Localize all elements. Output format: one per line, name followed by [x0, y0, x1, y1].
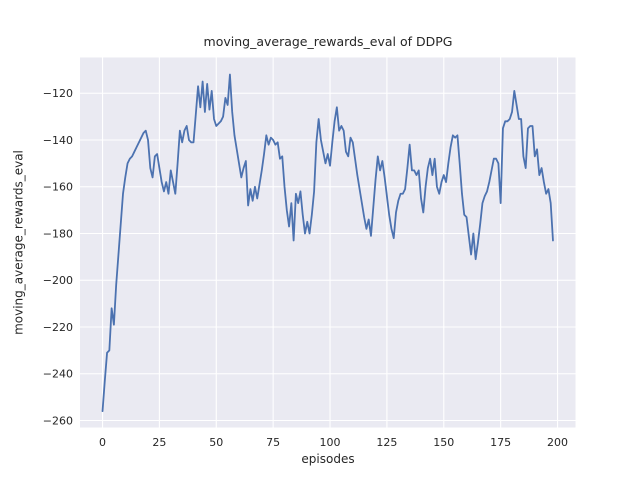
x-tick-label: 0 — [99, 436, 106, 449]
y-tick-label: −240 — [43, 368, 73, 381]
y-tick-label: −120 — [43, 87, 73, 100]
y-tick-label: −180 — [43, 227, 73, 240]
x-tick-label: 25 — [152, 436, 166, 449]
chart-title: moving_average_rewards_eval of DDPG — [203, 34, 453, 49]
x-tick-label: 100 — [320, 436, 341, 449]
y-tick-label: −260 — [43, 414, 73, 427]
x-tick-label: 200 — [547, 436, 568, 449]
y-tick-label: −140 — [43, 134, 73, 147]
x-tick-label: 175 — [490, 436, 511, 449]
x-tick-label: 150 — [433, 436, 454, 449]
x-tick-label: 125 — [376, 436, 397, 449]
y-tick-label: −200 — [43, 274, 73, 287]
plot-area — [80, 57, 576, 428]
x-axis-label: episodes — [301, 452, 355, 466]
x-tick-label: 50 — [209, 436, 223, 449]
series-line — [101, 73, 554, 413]
y-axis-label: moving_average_rewards_eval — [11, 150, 26, 335]
x-tick-label: 75 — [266, 436, 280, 449]
y-tick-label: −160 — [43, 181, 73, 194]
y-tick-label: −220 — [43, 321, 73, 334]
